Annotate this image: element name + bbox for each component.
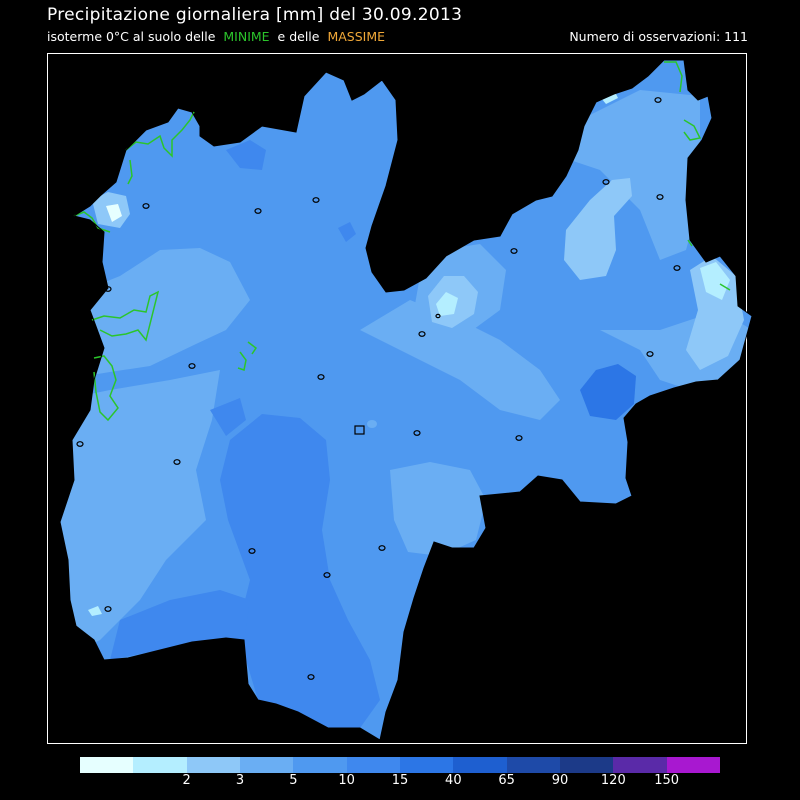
legend-label: 40	[445, 773, 462, 788]
station-marker	[515, 435, 523, 441]
city-marker-square	[354, 425, 365, 435]
station-marker	[317, 374, 325, 380]
isotherm-minime-northwest-branch	[127, 159, 133, 185]
station-marker	[510, 248, 518, 254]
station-marker	[435, 313, 441, 319]
contour-cell-east-wet	[580, 364, 636, 420]
contour-band-south-wet	[220, 414, 380, 728]
contour-band-center	[360, 300, 560, 420]
precipitation-contours	[60, 86, 752, 728]
legend-swatch	[400, 757, 454, 773]
legend-label: 3	[235, 773, 245, 788]
map-frame	[47, 53, 747, 744]
contour-band-northeast	[570, 90, 700, 260]
legend-label: 15	[391, 773, 409, 788]
legend-label: 65	[498, 773, 515, 788]
station-marker	[104, 606, 112, 612]
minime-isotherms	[73, 61, 731, 422]
station-marker	[673, 265, 681, 271]
station-marker	[418, 331, 426, 337]
legend-label: 10	[338, 773, 355, 788]
legend-swatch	[453, 757, 508, 773]
legend-label: 2	[182, 773, 191, 788]
contour-cell-west-center	[210, 398, 246, 436]
legend-swatch	[133, 757, 188, 773]
station-marker-lake	[367, 420, 377, 428]
legend-label: 120	[600, 773, 626, 788]
station-marker	[656, 194, 664, 200]
isotherm-minime-small-2	[247, 341, 258, 355]
observation-count: Numero di osservazioni: 111	[569, 29, 748, 44]
contour-pocket-northeast	[564, 178, 632, 280]
station-marker	[248, 548, 256, 554]
isotherm-minime-east	[683, 119, 702, 141]
station-marker	[173, 459, 181, 465]
massime-label: MASSIME	[327, 29, 386, 44]
contour-pocket-southwest	[88, 606, 102, 616]
station-marker	[307, 674, 315, 680]
subtitle-prefix: isoterme 0°C al suolo delle	[47, 29, 216, 44]
contour-core-center	[436, 292, 458, 316]
precipitation-legend	[80, 757, 721, 773]
legend-swatch	[560, 757, 614, 773]
contour-band-west-north	[60, 248, 250, 380]
station-marker	[323, 572, 331, 578]
legend-swatch	[346, 757, 401, 773]
contour-cell-north-center	[338, 222, 356, 242]
contour-band-south-center	[390, 462, 486, 556]
legend-swatch	[666, 757, 721, 773]
isotherm-minime-east-small	[687, 239, 693, 247]
station-marker	[188, 363, 196, 369]
legend-swatch	[506, 757, 561, 773]
contour-core-west	[106, 204, 122, 222]
station-marker	[654, 97, 662, 103]
map-title: Precipitazione giornaliera [mm] del 30.0…	[47, 5, 463, 25]
isotherm-minime-southwest	[93, 355, 119, 422]
station-marker	[142, 203, 150, 209]
station-marker	[254, 208, 262, 214]
station-marker	[646, 351, 654, 357]
station-marker	[104, 286, 112, 292]
map-subtitle: isoterme 0°C al suolo delle MINIME e del…	[47, 29, 385, 44]
legend-label: 150	[654, 773, 680, 788]
contour-band-southwest-wet	[110, 590, 250, 660]
legend-swatch	[240, 757, 294, 773]
minime-label: MINIME	[223, 29, 270, 44]
contour-core-east	[700, 262, 730, 300]
station-marker	[76, 441, 84, 447]
legend-label: 90	[551, 773, 569, 788]
legend-swatch	[613, 757, 668, 773]
isotherm-minime-east-small-2	[719, 283, 731, 291]
station-markers	[76, 97, 681, 680]
isotherm-minime-northwest	[125, 111, 195, 158]
legend-swatch	[293, 757, 348, 773]
legend-swatch	[80, 757, 134, 773]
station-marker	[602, 179, 610, 185]
station-marker	[413, 430, 421, 436]
station-marker	[378, 545, 386, 551]
isotherm-minime-west	[73, 211, 111, 233]
legend-swatch	[186, 757, 241, 773]
contour-band-west	[60, 370, 220, 660]
contour-cell-north-wet	[226, 140, 266, 170]
isotherm-minime-northeast	[664, 61, 683, 93]
contour-pocket-east	[686, 256, 744, 370]
legend-label: 5	[289, 773, 298, 788]
subtitle-conjunction: e delle	[277, 29, 320, 44]
isotherm-minime-small	[237, 351, 247, 371]
station-marker	[312, 197, 320, 203]
isotherm-minime-west-center	[91, 290, 160, 342]
